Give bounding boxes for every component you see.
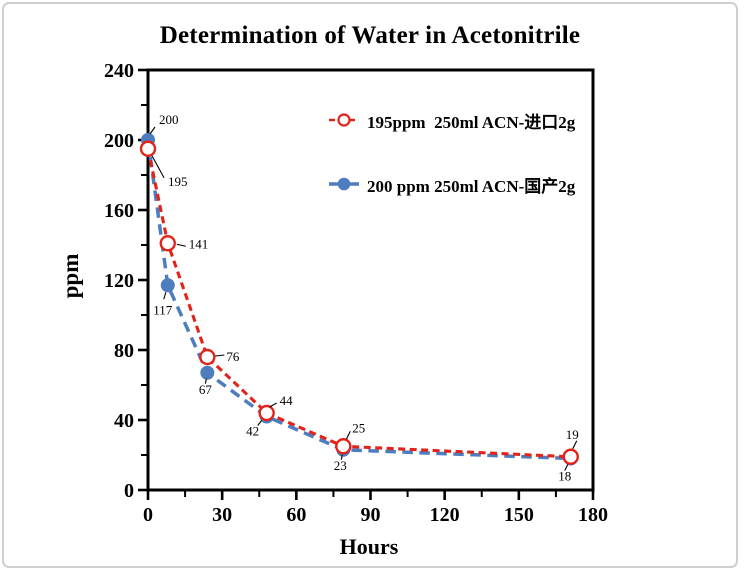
y-axis-title: ppm: [58, 253, 83, 299]
y-tick-label: 200: [104, 130, 134, 152]
y-tick-label: 80: [114, 340, 134, 362]
point-value-label: 200: [159, 112, 179, 127]
point-label-leader: [564, 464, 569, 471]
point-value-label: 44: [280, 393, 294, 408]
x-tick-label: 150: [504, 504, 534, 526]
legend-item-domestic: 200 ppm 250ml ACN-国产2g: [328, 173, 576, 196]
chart-card: Determination of Water in Acetonitrile 0…: [2, 2, 738, 568]
data-point-marker: [335, 438, 352, 455]
chart-title: Determination of Water in Acetonitrile: [159, 22, 581, 49]
point-value-label: 195: [168, 174, 188, 189]
x-tick-label: 90: [361, 504, 381, 526]
plot-border: [146, 68, 595, 492]
x-tick-label: 0: [143, 504, 153, 526]
point-label-leader: [176, 243, 186, 247]
data-point-marker: [159, 235, 176, 252]
red-dashed-open-circle-icon: [329, 113, 359, 127]
point-value-label: 141: [189, 236, 209, 251]
plot-area: 0 40 80 120 160 200 240 0 30 60 90 120 150 180 195 141 7…: [104, 60, 608, 526]
y-tick-label: 40: [114, 410, 134, 432]
data-point-marker: [139, 140, 157, 157]
point-label-leader: [149, 126, 156, 135]
point-value-label: 67: [199, 382, 213, 397]
point-value-label: 76: [226, 349, 240, 364]
legend-label-imported: 195ppm 250ml ACN-进口2g: [367, 112, 576, 132]
point-value-label: 18: [558, 469, 571, 484]
x-tick-label: 180: [578, 504, 608, 526]
series-line-1: [146, 139, 571, 461]
point-label-leader: [345, 431, 351, 440]
y-tick-label: 240: [104, 60, 134, 82]
point-label-leader: [215, 354, 225, 357]
x-tick-label: 120: [430, 504, 460, 526]
legend-label-domestic: 200 ppm 250ml ACN-国产2g: [367, 176, 576, 196]
point-label-leader: [572, 440, 578, 449]
x-tick-label: 60: [286, 504, 306, 526]
blue-line-filled-circle-icon: [329, 177, 359, 191]
point-label-leader: [257, 420, 263, 426]
legend: 195ppm 250ml ACN-进口2g 200 ppm 250ml ACN-…: [328, 109, 576, 196]
point-label-leader: [204, 378, 207, 384]
point-value-label: 23: [334, 458, 347, 473]
y-tick-label: 120: [104, 270, 134, 292]
x-tick-label: 30: [212, 504, 232, 526]
data-point-marker: [160, 278, 175, 293]
data-point-marker: [258, 404, 275, 422]
point-label-leader: [340, 454, 343, 460]
legend-item-imported: 195ppm 250ml ACN-进口2g: [328, 109, 576, 132]
point-value-label: 19: [566, 427, 579, 442]
data-point-marker: [200, 365, 215, 380]
y-tick-label: 0: [124, 480, 134, 502]
point-value-label: 42: [246, 424, 259, 439]
data-point-marker: [199, 348, 216, 366]
point-value-label: 25: [352, 420, 365, 435]
point-label-leader: [163, 292, 167, 300]
x-axis-title: Hours: [339, 534, 399, 559]
point-value-label: 117: [153, 302, 173, 317]
point-label-leader: [151, 155, 165, 179]
series-line-0: [146, 148, 571, 459]
data-point-marker: [562, 448, 579, 465]
point-label-leader: [269, 402, 277, 408]
y-tick-label: 160: [104, 200, 134, 222]
